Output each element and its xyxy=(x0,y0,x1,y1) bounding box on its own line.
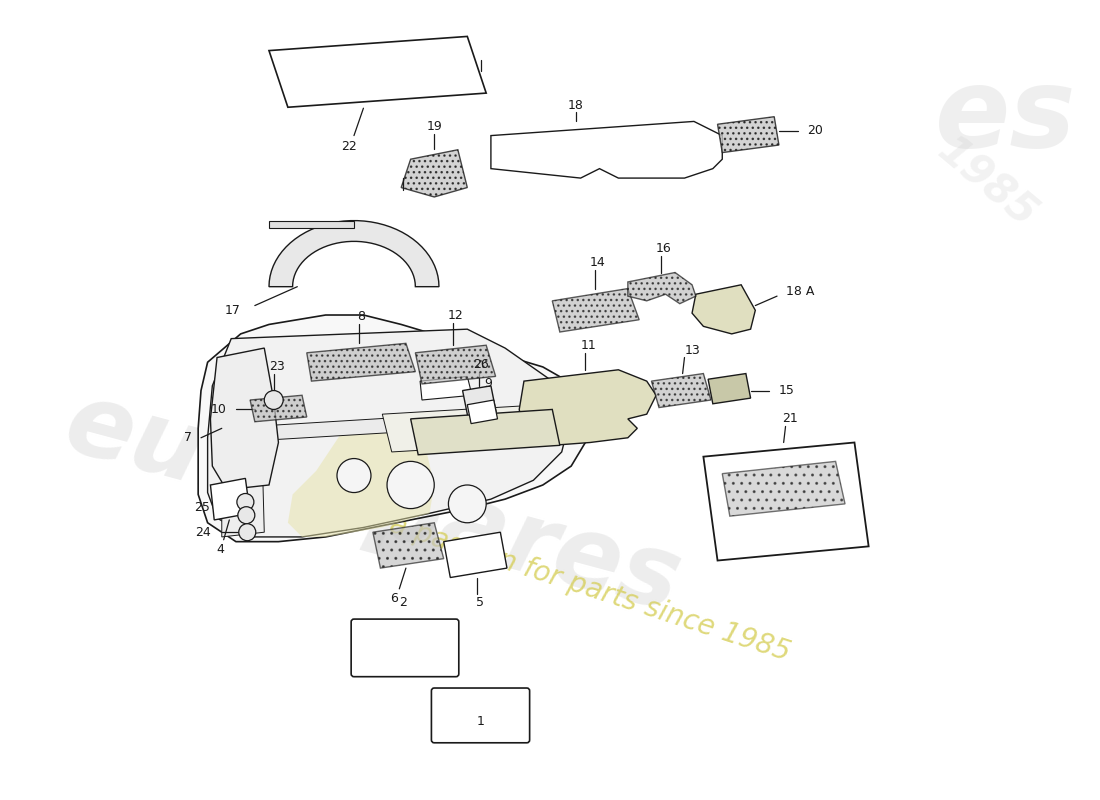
Polygon shape xyxy=(420,376,472,400)
Polygon shape xyxy=(402,150,468,197)
Text: 25: 25 xyxy=(195,501,210,514)
Text: 6: 6 xyxy=(389,592,397,605)
Text: 13: 13 xyxy=(684,344,700,358)
Text: 18: 18 xyxy=(568,99,584,112)
Text: eurospares: eurospares xyxy=(55,375,691,633)
Polygon shape xyxy=(717,117,779,153)
Text: 12: 12 xyxy=(448,309,464,322)
Text: 5: 5 xyxy=(475,595,484,609)
Polygon shape xyxy=(703,442,869,561)
Text: 14: 14 xyxy=(590,256,605,269)
Text: 1985: 1985 xyxy=(928,130,1045,236)
Circle shape xyxy=(387,462,434,509)
Text: 24: 24 xyxy=(195,526,210,538)
Text: 20: 20 xyxy=(807,124,823,138)
Circle shape xyxy=(236,494,254,510)
Circle shape xyxy=(449,485,486,522)
Polygon shape xyxy=(270,221,439,286)
Polygon shape xyxy=(708,374,750,404)
Polygon shape xyxy=(651,374,711,407)
Circle shape xyxy=(337,458,371,493)
Text: a passion for parts since 1985: a passion for parts since 1985 xyxy=(386,510,794,667)
Circle shape xyxy=(239,524,256,541)
Text: 19: 19 xyxy=(427,120,442,133)
Polygon shape xyxy=(723,462,845,516)
Text: 18 A: 18 A xyxy=(786,285,815,298)
Text: 16: 16 xyxy=(656,242,672,255)
Text: 7: 7 xyxy=(184,431,191,444)
Polygon shape xyxy=(373,522,443,568)
Polygon shape xyxy=(222,358,264,537)
FancyBboxPatch shape xyxy=(351,619,459,677)
Polygon shape xyxy=(307,343,416,381)
Polygon shape xyxy=(354,622,458,674)
Text: 8: 8 xyxy=(358,310,365,323)
Polygon shape xyxy=(270,37,486,107)
Text: 21: 21 xyxy=(782,412,799,426)
Polygon shape xyxy=(416,346,496,384)
Polygon shape xyxy=(222,414,463,442)
Polygon shape xyxy=(250,395,307,422)
Polygon shape xyxy=(198,315,590,542)
Text: 11: 11 xyxy=(581,338,596,352)
Polygon shape xyxy=(210,348,278,490)
Polygon shape xyxy=(628,273,696,304)
Polygon shape xyxy=(463,386,497,424)
Text: 26: 26 xyxy=(474,358,490,370)
Text: 15: 15 xyxy=(779,384,795,397)
Polygon shape xyxy=(443,532,507,578)
Text: 10: 10 xyxy=(210,403,227,416)
Polygon shape xyxy=(692,285,756,334)
Circle shape xyxy=(264,390,283,410)
Text: 4: 4 xyxy=(216,542,223,556)
Polygon shape xyxy=(270,221,354,228)
Polygon shape xyxy=(552,289,639,332)
Polygon shape xyxy=(208,329,571,537)
Polygon shape xyxy=(410,410,560,454)
Text: 23: 23 xyxy=(268,359,285,373)
FancyBboxPatch shape xyxy=(431,688,529,742)
Text: 1: 1 xyxy=(476,714,484,727)
Polygon shape xyxy=(519,370,657,446)
Text: 9: 9 xyxy=(484,377,492,390)
Polygon shape xyxy=(288,424,434,537)
Text: 22: 22 xyxy=(341,141,358,154)
Text: es: es xyxy=(935,63,1076,170)
Text: 2: 2 xyxy=(399,595,407,609)
Polygon shape xyxy=(468,400,497,424)
Polygon shape xyxy=(210,478,250,520)
Polygon shape xyxy=(491,122,723,178)
Text: 17: 17 xyxy=(224,304,241,317)
Circle shape xyxy=(238,506,255,524)
Polygon shape xyxy=(383,405,552,452)
